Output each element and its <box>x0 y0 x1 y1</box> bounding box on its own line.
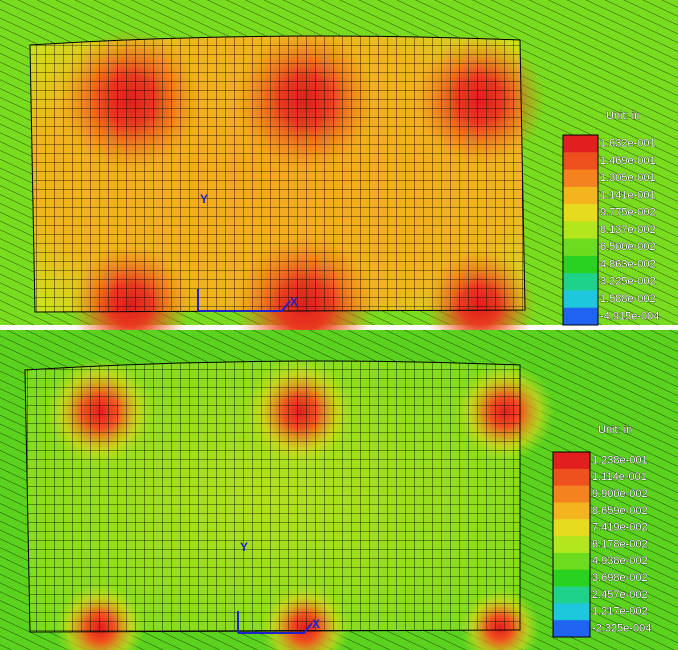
legend-label: 1.305e-001 <box>600 172 656 184</box>
legend-label: -2.325e-004 <box>592 622 651 634</box>
legend-label: 3.225e-002 <box>600 276 656 288</box>
legend-label: 9.775e-002 <box>600 207 656 219</box>
legend-swatch <box>553 486 590 503</box>
legend-swatch <box>553 587 590 604</box>
legend-swatch <box>563 152 598 170</box>
legend-label: 4.938e-002 <box>592 555 648 567</box>
legend-swatch <box>563 204 598 222</box>
legend-label: 1.588e-002 <box>600 293 656 305</box>
legend-swatch <box>553 570 590 587</box>
legend-label: 3.698e-002 <box>592 572 648 584</box>
legend-label: 8.137e-002 <box>600 224 656 236</box>
triad-y: Y <box>200 192 208 206</box>
legend-swatch <box>563 135 598 153</box>
legend-label: 8.659e-002 <box>592 505 648 517</box>
legend-swatch <box>553 469 590 486</box>
legend-swatch <box>553 502 590 519</box>
legend-swatch <box>563 239 598 257</box>
triad-x: X <box>312 617 320 631</box>
legend-label: 1.114e-001 <box>592 471 647 483</box>
legend-swatch <box>563 221 598 239</box>
legend-swatch <box>553 536 590 553</box>
legend-swatch <box>553 620 590 637</box>
legend-label: 9.900e-002 <box>592 488 648 500</box>
legend-label: 1.469e-001 <box>600 155 656 167</box>
legend-label: 2.457e-002 <box>592 589 648 601</box>
legend-label: 1.238e-001 <box>592 454 648 466</box>
legend-unit: Unit: in <box>598 424 632 436</box>
legend-label: 1.141e-001 <box>600 189 656 201</box>
triad-y: Y <box>240 540 248 554</box>
legend-unit: Unit: in <box>606 110 640 122</box>
legend-swatch <box>553 553 590 570</box>
legend-swatch <box>563 187 598 205</box>
legend-swatch <box>563 256 598 274</box>
legend-label: -4.915e-004 <box>600 310 659 322</box>
legend-swatch <box>563 170 598 188</box>
legend-swatch <box>553 452 590 469</box>
legend-label: 1.632e-001 <box>600 138 656 150</box>
legend-label: 6.500e-002 <box>600 241 656 253</box>
legend-swatch <box>553 603 590 620</box>
fea-screenshot: Unit: in 1.632e-001 1.469e-001 1.305e-001 1.… <box>0 0 678 650</box>
legend-swatch <box>563 290 598 308</box>
legend-swatch <box>563 273 598 291</box>
legend-swatch <box>563 308 598 326</box>
triad-x: X <box>290 295 298 309</box>
legend-label: 6.178e-002 <box>592 538 648 550</box>
legend-label: 1.217e-002 <box>592 606 648 618</box>
legend-label: 7.419e-002 <box>592 522 648 534</box>
legend-label: 4.863e-002 <box>600 258 656 270</box>
legend-swatch <box>553 519 590 536</box>
